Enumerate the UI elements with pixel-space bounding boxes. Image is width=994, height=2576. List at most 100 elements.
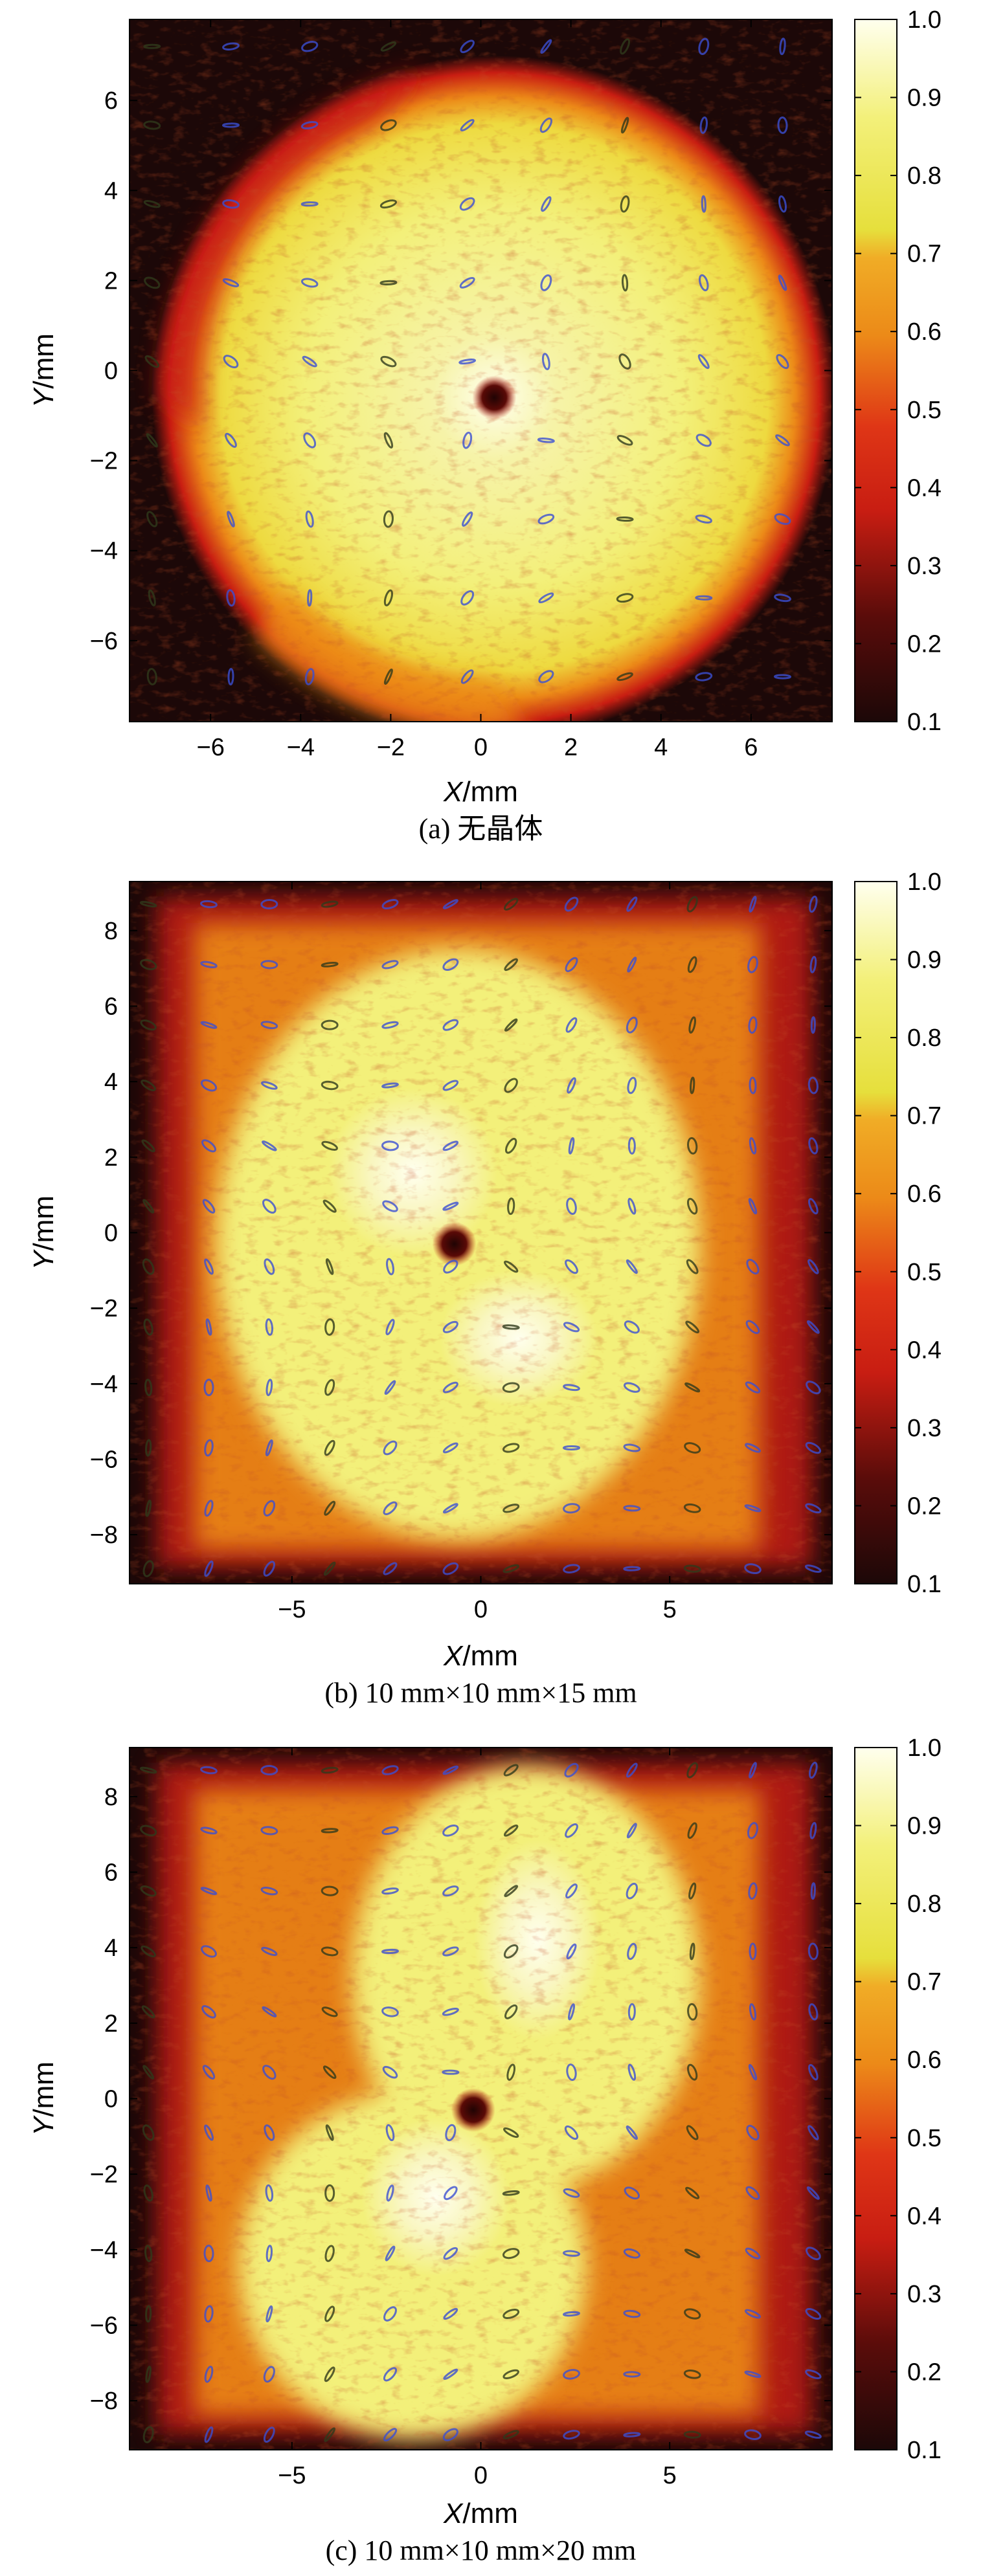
polarization-ellipse (749, 2003, 757, 2021)
polarization-ellipse (146, 667, 157, 685)
polarization-ellipse (263, 1500, 276, 1517)
polarization-ellipse (616, 435, 633, 446)
polarization-ellipse (204, 2426, 214, 2443)
polarization-ellipse (623, 2432, 641, 2437)
polarization-ellipse (383, 1501, 398, 1516)
y-tick-label: −4 (90, 538, 118, 565)
x-axis-var: X (443, 1640, 464, 1672)
polarization-ellipse (324, 1318, 335, 1336)
polarization-ellipse (265, 2245, 273, 2263)
polarization-ellipse (140, 1825, 157, 1837)
polarization-ellipse (626, 896, 638, 912)
polarization-ellipse (321, 1946, 339, 1957)
polarization-ellipse (564, 2125, 579, 2140)
polarization-ellipse (141, 1080, 157, 1091)
polarization-ellipse (385, 1318, 395, 1336)
polarization-ellipse (686, 896, 698, 913)
colorbar-tick-label: 0.5 (907, 397, 942, 424)
polarization-ellipse (142, 2426, 154, 2443)
polarization-ellipse (385, 2124, 395, 2142)
y-axis-label: Y/mm (28, 2061, 60, 2136)
polarization-ellipse (443, 2247, 458, 2260)
colorbar-tick-label: 0.3 (907, 1415, 942, 1442)
polarization-ellipse (444, 2186, 458, 2201)
polarization-ellipse (265, 1379, 273, 1397)
polarization-ellipse (265, 2184, 274, 2202)
polarization-ellipse (503, 2430, 519, 2439)
colorbar-tick-label: 0.1 (907, 1571, 942, 1598)
polarization-ellipse (686, 1259, 699, 1274)
colorbar-tick-label: 0.1 (907, 709, 942, 736)
y-tick-label: 4 (104, 1935, 118, 1962)
polarization-ellipse (683, 1503, 701, 1513)
polarization-ellipse (223, 355, 239, 369)
polarization-ellipse (808, 1761, 818, 1779)
polarization-ellipse (623, 1505, 641, 1512)
x-tick-label: −6 (197, 734, 225, 761)
polarization-ellipse (810, 1882, 816, 1900)
polarization-ellipse (303, 432, 317, 449)
polarization-ellipse (623, 1443, 641, 1452)
polarization-ellipse (539, 117, 552, 133)
polarization-ellipse (538, 592, 554, 604)
y-tick-label: 4 (104, 1069, 118, 1096)
x-tick-label: −5 (278, 2462, 306, 2489)
polarization-ellipse (565, 1823, 578, 1838)
polarization-ellipse (538, 670, 554, 683)
polarization-ellipse (222, 278, 240, 287)
polarization-ellipse (688, 1016, 696, 1034)
polarization-ellipse (381, 1948, 399, 1955)
x-tick-label: 0 (474, 2462, 488, 2489)
x-tick-label: 4 (654, 734, 668, 761)
polarization-ellipse (144, 2245, 153, 2263)
polarization-ellipse (805, 2369, 822, 2379)
panel-caption: (a) 无晶体 (419, 813, 543, 845)
polarization-ellipse (502, 1382, 520, 1393)
polarization-ellipse (304, 668, 315, 685)
polarization-ellipse (301, 41, 319, 52)
polarization-ellipse (442, 2007, 459, 2016)
y-tick-label: −6 (90, 2313, 118, 2340)
polarization-ellipse (260, 960, 278, 970)
x-tick-label: −2 (377, 734, 405, 761)
polarization-ellipse (442, 1019, 459, 1031)
polarization-ellipse (204, 2124, 214, 2141)
polarization-ellipse (383, 510, 394, 528)
polarization-ellipse (504, 1018, 518, 1032)
polarization-ellipse (745, 2186, 760, 2201)
polarization-ellipse (701, 195, 706, 213)
polarization-ellipse (383, 668, 393, 685)
polarization-ellipse (808, 1942, 819, 1960)
polarization-ellipse (685, 2186, 700, 2199)
y-tick-label: 2 (104, 267, 118, 294)
polarization-ellipse (140, 1885, 157, 1897)
polarization-ellipse (504, 1885, 519, 1898)
polarization-ellipse (381, 1082, 399, 1089)
polarization-ellipse (808, 2064, 819, 2081)
colorbar-tick-label: 0.8 (907, 1891, 942, 1918)
colorbar-tick-label: 0.1 (907, 2437, 942, 2464)
polarization-ellipse (563, 1322, 580, 1333)
polarization-ellipse (687, 956, 697, 973)
polarization-ellipse (697, 354, 710, 370)
polarization-ellipse (443, 1260, 458, 1274)
polarization-ellipse (563, 2430, 580, 2440)
colorbar-tick-label: 0.7 (907, 241, 942, 268)
polarization-ellipse (204, 1500, 214, 1517)
polarization-ellipse (226, 589, 236, 607)
polarization-ellipse (626, 1762, 638, 1778)
polarization-ellipse (749, 1762, 757, 1779)
x-tick-label: −5 (278, 1596, 306, 1623)
polarization-ellipse (565, 1259, 578, 1274)
polarization-ellipse (442, 2428, 458, 2441)
polarization-ellipse (748, 1882, 758, 1900)
colorbar-tick-label: 0.2 (907, 630, 942, 658)
chart-panel-2: −5 0 586420−2−4−6−8X/mmY/mm1.00.90.80.70.6… (28, 1735, 942, 2566)
polarization-ellipse (143, 2184, 153, 2202)
colorbar-tick-label: 0.7 (907, 1969, 942, 1996)
polarization-ellipse (381, 2006, 399, 2017)
polarization-ellipse (563, 1384, 580, 1392)
polarization-ellipse (200, 1766, 218, 1775)
polarization-ellipse (380, 41, 397, 52)
